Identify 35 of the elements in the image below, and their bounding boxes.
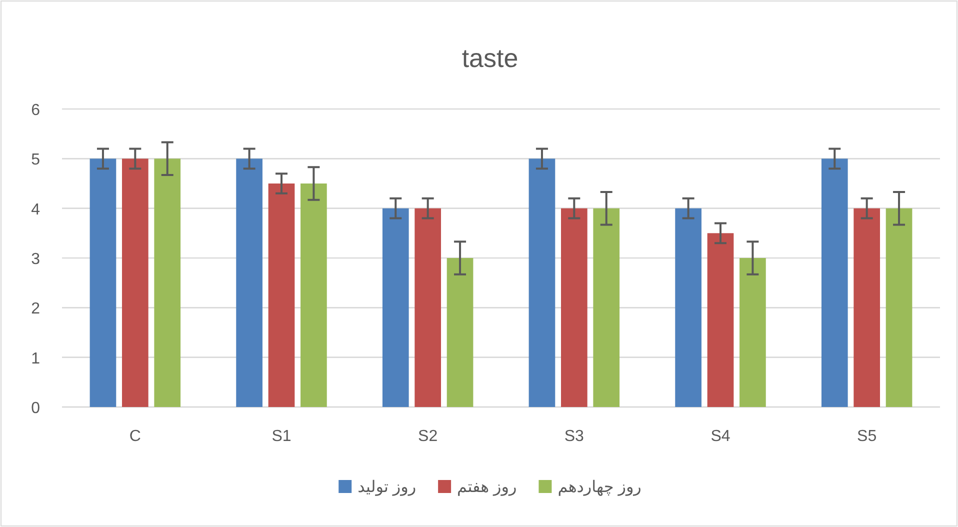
legend-label: روز هفتم — [457, 479, 517, 496]
y-tick-label: 6 — [31, 102, 40, 119]
bar — [300, 184, 327, 407]
y-tick-label: 3 — [31, 251, 40, 268]
x-tick-label: S4 — [710, 428, 730, 445]
y-tick-label: 2 — [31, 300, 40, 318]
bar — [528, 158, 556, 407]
bar — [122, 158, 148, 407]
bar — [675, 208, 702, 407]
bar — [593, 208, 620, 407]
y-tick-label: 5 — [31, 152, 40, 169]
bar — [854, 208, 880, 407]
x-tick-label: S2 — [418, 428, 438, 445]
legend-label: روز تولید — [358, 479, 416, 496]
bar — [414, 208, 442, 407]
bar — [236, 158, 262, 407]
bar — [446, 258, 474, 407]
bar — [707, 233, 734, 407]
bar — [382, 208, 409, 407]
x-tick-label: C — [129, 428, 141, 445]
legend-label: روز چهاردهم — [558, 479, 642, 496]
bar — [90, 158, 116, 407]
y-tick-label: 0 — [31, 400, 40, 417]
bar — [268, 184, 295, 407]
y-tick-label: 1 — [31, 350, 40, 368]
bar — [886, 208, 912, 407]
x-tick-label: S3 — [564, 428, 584, 445]
bar — [154, 158, 181, 407]
x-tick-label: S5 — [857, 428, 877, 445]
bar — [740, 258, 766, 407]
y-tick-label: 4 — [31, 201, 40, 218]
bar — [821, 158, 848, 407]
x-tick-label: S1 — [272, 428, 292, 445]
chart-title: taste — [462, 43, 518, 73]
bar — [560, 208, 588, 407]
